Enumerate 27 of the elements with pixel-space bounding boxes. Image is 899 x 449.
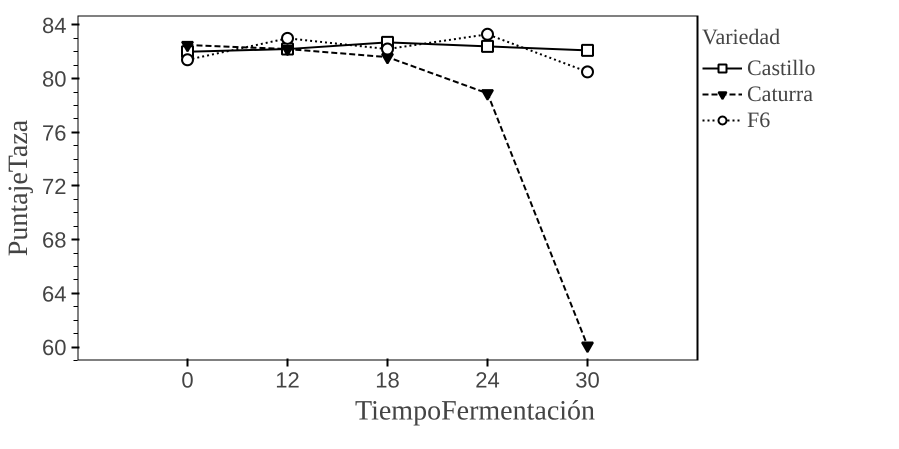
x-tick-label: 24 bbox=[475, 368, 500, 392]
point bbox=[181, 53, 194, 66]
x-axis-title: TiempoFermentación bbox=[354, 396, 596, 426]
y-tick-label: 60 bbox=[42, 335, 67, 360]
point bbox=[581, 65, 594, 78]
point bbox=[481, 28, 494, 41]
y-tick-label: 80 bbox=[42, 66, 67, 92]
y-tick-label: 64 bbox=[42, 281, 67, 306]
y-tick-label: 68 bbox=[42, 228, 67, 253]
x-tick-label: 0 bbox=[181, 368, 194, 392]
x-tick-label: 18 bbox=[375, 368, 400, 392]
y-tick-label: 76 bbox=[42, 120, 67, 146]
point bbox=[181, 40, 194, 52]
y-tick-label: 72 bbox=[42, 174, 67, 199]
legend-label: Castillo bbox=[747, 55, 816, 81]
y-axis-title: PuntajeTaza bbox=[3, 119, 34, 256]
legend-label: Caturra bbox=[747, 81, 813, 107]
point bbox=[481, 89, 494, 101]
point bbox=[281, 32, 294, 45]
point bbox=[581, 342, 594, 354]
x-tick-label: 12 bbox=[275, 368, 300, 392]
point bbox=[481, 40, 494, 53]
point bbox=[581, 44, 594, 57]
legend-title: Variedad bbox=[702, 24, 782, 50]
x-tick-label: 30 bbox=[575, 368, 600, 392]
y-tick-label: 84 bbox=[42, 12, 67, 38]
legend-label: F6 bbox=[747, 107, 770, 133]
